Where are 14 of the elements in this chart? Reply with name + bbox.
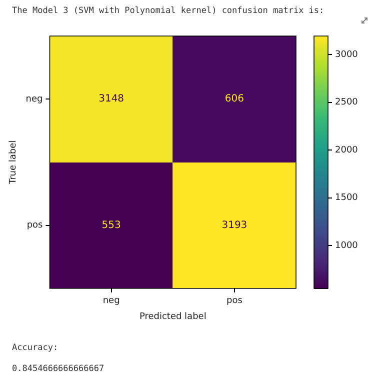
color-bar-label: 3000 <box>335 50 358 60</box>
color-bar-label: 2500 <box>335 98 358 108</box>
text: Accuracy: <box>12 343 60 353</box>
y-axis-title: True label <box>8 140 19 186</box>
x-axis-title: Predicted label <box>139 312 206 322</box>
color-bar-label: 1500 <box>335 193 358 204</box>
color-bar-label: 2000 <box>335 145 358 156</box>
chart-title: The Model 3 (SVM with Polynomial kernel) confusion matrix is: <box>12 6 324 16</box>
data-label: 553 <box>102 220 121 231</box>
data-label: 3148 <box>98 94 124 105</box>
data-label: 3193 <box>222 220 248 231</box>
text: 0.8454666666666667 <box>12 364 104 374</box>
color-bar-label: 1000 <box>335 241 358 252</box>
data-label: 606 <box>224 94 244 105</box>
